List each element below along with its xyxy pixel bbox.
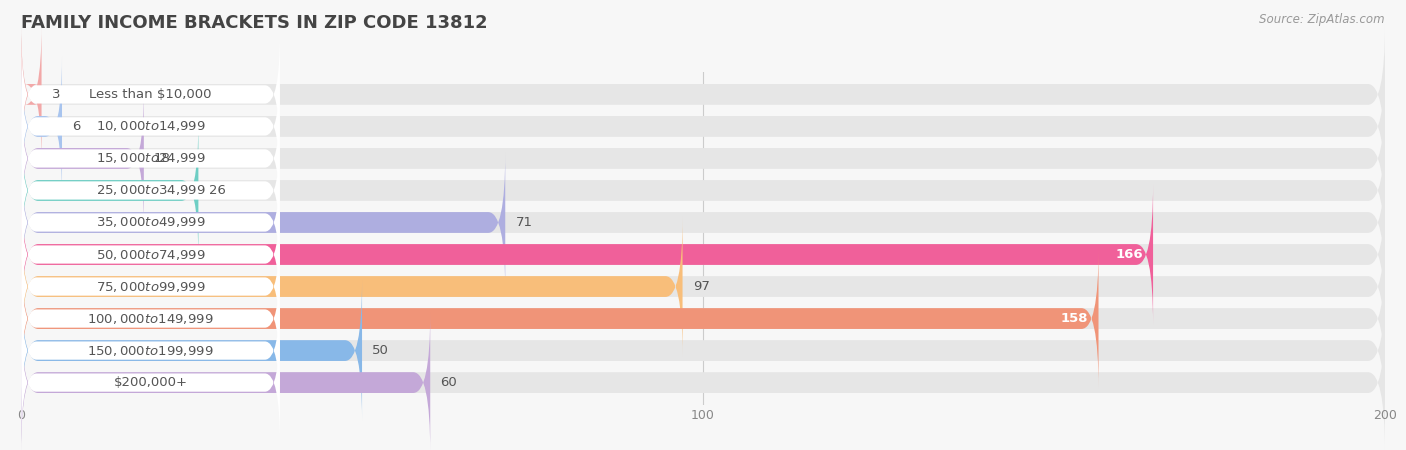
FancyBboxPatch shape [21, 153, 505, 292]
Text: 158: 158 [1060, 312, 1088, 325]
FancyBboxPatch shape [21, 321, 280, 444]
Text: 60: 60 [440, 376, 457, 389]
Text: $35,000 to $49,999: $35,000 to $49,999 [96, 216, 205, 230]
FancyBboxPatch shape [21, 129, 280, 252]
FancyBboxPatch shape [21, 313, 1385, 450]
FancyBboxPatch shape [21, 161, 280, 284]
FancyBboxPatch shape [21, 249, 1098, 388]
FancyBboxPatch shape [21, 185, 1385, 324]
Text: $10,000 to $14,999: $10,000 to $14,999 [96, 119, 205, 134]
FancyBboxPatch shape [21, 89, 143, 228]
FancyBboxPatch shape [21, 225, 280, 348]
Text: Source: ZipAtlas.com: Source: ZipAtlas.com [1260, 14, 1385, 27]
FancyBboxPatch shape [21, 249, 1385, 388]
Text: $25,000 to $34,999: $25,000 to $34,999 [96, 184, 205, 198]
Text: 3: 3 [52, 88, 60, 101]
FancyBboxPatch shape [21, 33, 280, 156]
Text: FAMILY INCOME BRACKETS IN ZIP CODE 13812: FAMILY INCOME BRACKETS IN ZIP CODE 13812 [21, 14, 488, 32]
Text: Less than $10,000: Less than $10,000 [90, 88, 212, 101]
FancyBboxPatch shape [21, 193, 280, 316]
Text: 71: 71 [516, 216, 533, 229]
FancyBboxPatch shape [21, 65, 280, 188]
FancyBboxPatch shape [21, 257, 280, 380]
Text: $15,000 to $24,999: $15,000 to $24,999 [96, 152, 205, 166]
Text: $75,000 to $99,999: $75,000 to $99,999 [96, 279, 205, 293]
FancyBboxPatch shape [21, 121, 198, 260]
Text: $200,000+: $200,000+ [114, 376, 187, 389]
FancyBboxPatch shape [21, 217, 682, 356]
FancyBboxPatch shape [21, 313, 430, 450]
Text: 97: 97 [693, 280, 710, 293]
FancyBboxPatch shape [21, 97, 280, 220]
FancyBboxPatch shape [21, 25, 42, 164]
Text: $100,000 to $149,999: $100,000 to $149,999 [87, 311, 214, 325]
FancyBboxPatch shape [21, 281, 1385, 420]
FancyBboxPatch shape [21, 217, 1385, 356]
Text: 6: 6 [72, 120, 80, 133]
Text: $150,000 to $199,999: $150,000 to $199,999 [87, 343, 214, 358]
FancyBboxPatch shape [21, 185, 1153, 324]
FancyBboxPatch shape [21, 121, 1385, 260]
FancyBboxPatch shape [21, 289, 280, 412]
FancyBboxPatch shape [21, 89, 1385, 228]
FancyBboxPatch shape [21, 281, 363, 420]
FancyBboxPatch shape [21, 57, 1385, 196]
FancyBboxPatch shape [21, 57, 62, 196]
Text: 166: 166 [1115, 248, 1143, 261]
FancyBboxPatch shape [21, 25, 1385, 164]
FancyBboxPatch shape [21, 153, 1385, 292]
Text: 50: 50 [373, 344, 389, 357]
Text: 18: 18 [155, 152, 172, 165]
Text: $50,000 to $74,999: $50,000 to $74,999 [96, 248, 205, 261]
Text: 26: 26 [208, 184, 225, 197]
